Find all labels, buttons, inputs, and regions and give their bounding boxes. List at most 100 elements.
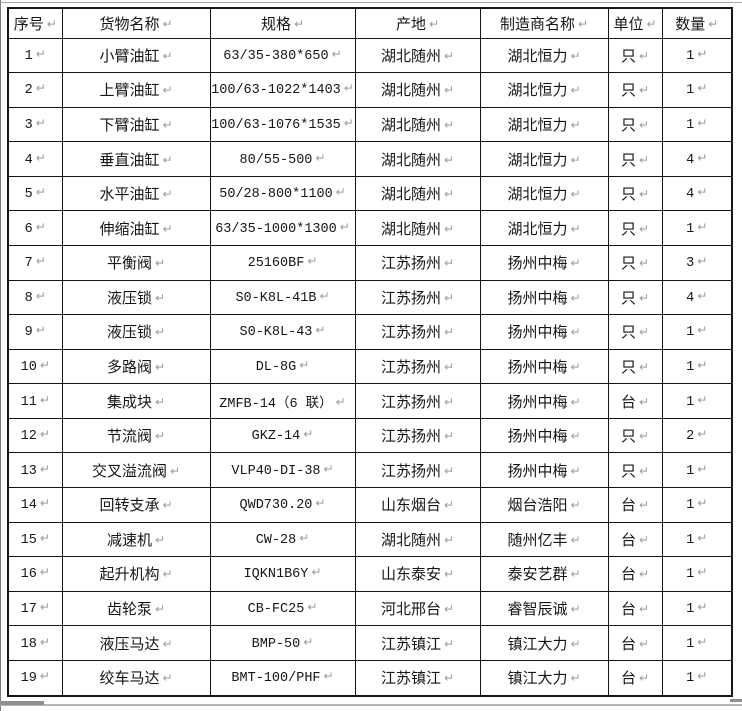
cell-unit[interactable]: 台 ↵ (607, 659, 663, 697)
cell-unit[interactable]: 只 ↵ (607, 417, 663, 454)
cell-seq[interactable]: 19 ↵ (7, 659, 63, 697)
cell-unit[interactable]: 只 ↵ (607, 314, 663, 350)
cell-goods-name[interactable]: 齿轮泵 ↵ (61, 590, 211, 627)
cell-manufacturer[interactable]: 扬州中梅 ↵ (479, 452, 609, 489)
cell-seq[interactable]: 8 ↵ (7, 279, 63, 316)
header-cell-origin[interactable]: 产地 ↵ (354, 7, 481, 39)
cell-seq[interactable]: 12 ↵ (7, 417, 63, 454)
cell-seq[interactable]: 1 ↵ (7, 37, 63, 74)
cell-origin[interactable]: 江苏镇江 ↵ (354, 659, 481, 697)
cell-origin[interactable]: 江苏扬州 ↵ (354, 244, 481, 281)
cell-manufacturer[interactable]: 睿智辰诚 ↵ (479, 590, 609, 627)
cell-unit[interactable]: 只 ↵ (607, 244, 663, 281)
cell-spec[interactable]: IQKN1B6Y ↵ (209, 556, 356, 592)
cell-qty[interactable]: 1 ↵ (661, 625, 733, 661)
cell-spec[interactable]: 80/55-500 ↵ (209, 141, 356, 177)
cell-manufacturer[interactable]: 扬州中梅 ↵ (479, 244, 609, 281)
cell-qty[interactable]: 1 ↵ (661, 556, 733, 592)
cell-origin[interactable]: 江苏扬州 ↵ (354, 314, 481, 350)
cell-unit[interactable]: 台 ↵ (607, 625, 663, 661)
cell-seq[interactable]: 7 ↵ (7, 244, 63, 281)
cell-qty[interactable]: 4 ↵ (661, 175, 733, 212)
cell-origin[interactable]: 山东烟台 ↵ (354, 487, 481, 523)
cell-qty[interactable]: 3 ↵ (661, 244, 733, 281)
cell-qty[interactable]: 1 ↵ (661, 383, 733, 419)
cell-seq[interactable]: 3 ↵ (7, 106, 63, 143)
cell-manufacturer[interactable]: 随州亿丰 ↵ (479, 521, 609, 558)
cell-origin[interactable]: 湖北随州 ↵ (354, 106, 481, 143)
cell-goods-name[interactable]: 水平油缸 ↵ (61, 175, 211, 212)
header-cell-goods-name[interactable]: 货物名称 ↵ (61, 7, 211, 39)
cell-origin[interactable]: 湖北随州 ↵ (354, 521, 481, 558)
cell-seq[interactable]: 14 ↵ (7, 487, 63, 523)
cell-goods-name[interactable]: 伸缩油缸 ↵ (61, 210, 211, 246)
header-cell-qty[interactable]: 数量 ↵ (661, 7, 733, 39)
cell-qty[interactable]: 1 ↵ (661, 210, 733, 246)
cell-seq[interactable]: 16 ↵ (7, 556, 63, 592)
cell-spec[interactable]: BMT-100/PHF ↵ (209, 659, 356, 697)
cell-manufacturer[interactable]: 镇江大力 ↵ (479, 625, 609, 661)
cell-goods-name[interactable]: 垂直油缸 ↵ (61, 141, 211, 177)
cell-qty[interactable]: 1 ↵ (661, 37, 733, 74)
cell-origin[interactable]: 湖北随州 ↵ (354, 141, 481, 177)
cell-manufacturer[interactable]: 扬州中梅 ↵ (479, 383, 609, 419)
cell-manufacturer[interactable]: 扬州中梅 ↵ (479, 417, 609, 454)
cell-qty[interactable]: 4 ↵ (661, 141, 733, 177)
cell-origin[interactable]: 江苏扬州 ↵ (354, 279, 481, 316)
cell-unit[interactable]: 台 ↵ (607, 521, 663, 558)
cell-spec[interactable]: ZMFB-14（6 联） ↵ (209, 383, 356, 419)
cell-unit[interactable]: 只 ↵ (607, 106, 663, 143)
cell-seq[interactable]: 9 ↵ (7, 314, 63, 350)
cell-origin[interactable]: 江苏扬州 ↵ (354, 417, 481, 454)
cell-qty[interactable]: 1 ↵ (661, 452, 733, 489)
cell-qty[interactable]: 1 ↵ (661, 314, 733, 350)
cell-unit[interactable]: 只 ↵ (607, 348, 663, 385)
cell-goods-name[interactable]: 节流阀 ↵ (61, 417, 211, 454)
cell-manufacturer[interactable]: 湖北恒力 ↵ (479, 106, 609, 143)
cell-goods-name[interactable]: 液压马达 ↵ (61, 625, 211, 661)
cell-spec[interactable]: 63/35-380*650 ↵ (209, 37, 356, 74)
cell-seq[interactable]: 10 ↵ (7, 348, 63, 385)
cell-manufacturer[interactable]: 湖北恒力 ↵ (479, 141, 609, 177)
cell-manufacturer[interactable]: 镇江大力 ↵ (479, 659, 609, 697)
cell-qty[interactable]: 1 ↵ (661, 348, 733, 385)
cell-spec[interactable]: 50/28-800*1100 ↵ (209, 175, 356, 212)
cell-goods-name[interactable]: 液压锁 ↵ (61, 279, 211, 316)
cell-qty[interactable]: 1 ↵ (661, 659, 733, 697)
cell-goods-name[interactable]: 液压锁 ↵ (61, 314, 211, 350)
cell-origin[interactable]: 湖北随州 ↵ (354, 72, 481, 108)
cell-spec[interactable]: S0-K8L-41B ↵ (209, 279, 356, 316)
cell-origin[interactable]: 湖北随州 ↵ (354, 37, 481, 74)
cell-spec[interactable]: QWD730.20 ↵ (209, 487, 356, 523)
cell-qty[interactable]: 4 ↵ (661, 279, 733, 316)
cell-goods-name[interactable]: 减速机 ↵ (61, 521, 211, 558)
cell-unit[interactable]: 只 ↵ (607, 37, 663, 74)
cell-spec[interactable]: 63/35-1000*1300 ↵ (209, 210, 356, 246)
cell-spec[interactable]: 25160BF ↵ (209, 244, 356, 281)
cell-qty[interactable]: 1 ↵ (661, 487, 733, 523)
cell-seq[interactable]: 17 ↵ (7, 590, 63, 627)
cell-manufacturer[interactable]: 湖北恒力 ↵ (479, 72, 609, 108)
cell-seq[interactable]: 4 ↵ (7, 141, 63, 177)
cell-manufacturer[interactable]: 湖北恒力 ↵ (479, 210, 609, 246)
cell-qty[interactable]: 2 ↵ (661, 417, 733, 454)
cell-unit[interactable]: 只 ↵ (607, 452, 663, 489)
cell-unit[interactable]: 只 ↵ (607, 279, 663, 316)
cell-manufacturer[interactable]: 扬州中梅 ↵ (479, 348, 609, 385)
cell-qty[interactable]: 1 ↵ (661, 106, 733, 143)
cell-seq[interactable]: 11 ↵ (7, 383, 63, 419)
cell-goods-name[interactable]: 回转支承 ↵ (61, 487, 211, 523)
cell-goods-name[interactable]: 绞车马达 ↵ (61, 659, 211, 697)
cell-unit[interactable]: 只 ↵ (607, 210, 663, 246)
cell-origin[interactable]: 河北邢台 ↵ (354, 590, 481, 627)
cell-unit[interactable]: 台 ↵ (607, 487, 663, 523)
cell-goods-name[interactable]: 集成块 ↵ (61, 383, 211, 419)
cell-origin[interactable]: 江苏镇江 ↵ (354, 625, 481, 661)
cell-seq[interactable]: 5 ↵ (7, 175, 63, 212)
header-cell-spec[interactable]: 规格 ↵ (209, 7, 356, 39)
cell-origin[interactable]: 山东泰安 ↵ (354, 556, 481, 592)
cell-origin[interactable]: 湖北随州 ↵ (354, 175, 481, 212)
cell-goods-name[interactable]: 下臂油缸 ↵ (61, 106, 211, 143)
header-cell-manufacturer[interactable]: 制造商名称 ↵ (479, 7, 609, 39)
cell-manufacturer[interactable]: 扬州中梅 ↵ (479, 314, 609, 350)
